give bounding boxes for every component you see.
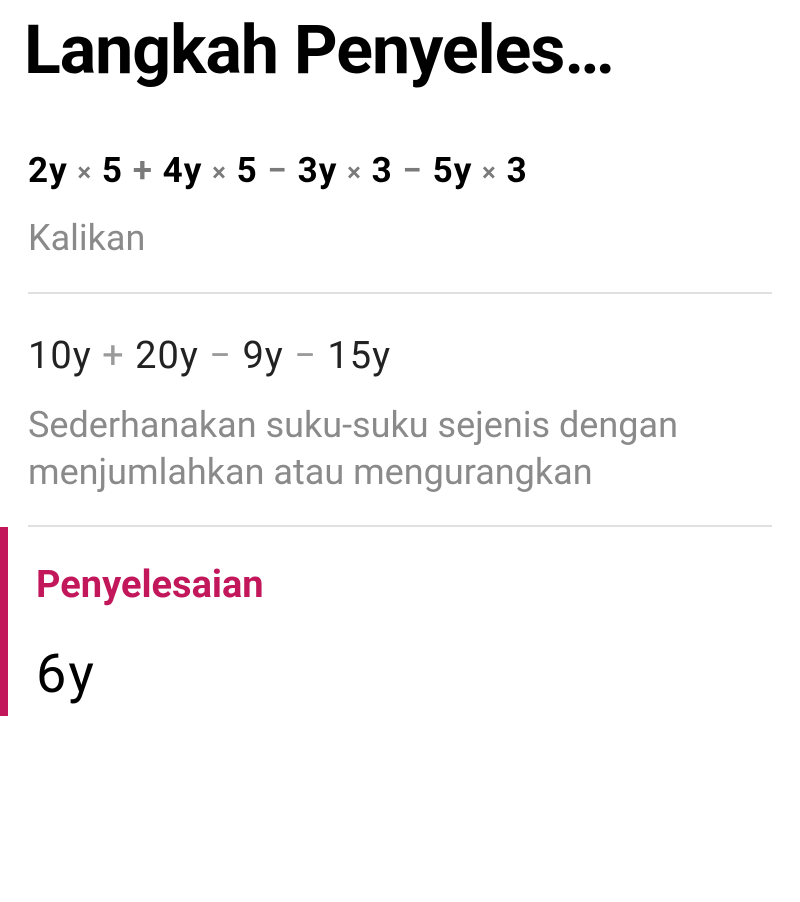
expr-term: 3y: [298, 150, 338, 191]
expr-num: 3: [507, 150, 528, 191]
page-title: Langkah Penyeles…: [0, 0, 800, 110]
minus-op: −: [294, 334, 317, 378]
step-2-block: 10y + 20y − 9y − 15y Sederhanakan suku-s…: [0, 294, 800, 526]
expr-num: 5: [102, 150, 123, 191]
times-icon: ×: [482, 158, 497, 188]
expr-term: 9y: [242, 334, 283, 378]
expr-num: 3: [372, 150, 393, 191]
plus-op: +: [102, 334, 125, 378]
times-icon: ×: [77, 158, 92, 188]
expr-term: 20y: [135, 334, 199, 378]
step-1-block: 2y × 5 + 4y × 5 − 3y × 3 − 5y × 3 Kalika…: [0, 110, 800, 292]
step-1-description: Kalikan: [28, 215, 772, 262]
step-2-expression: 10y + 20y − 9y − 15y: [28, 334, 772, 378]
expr-term: 4y: [163, 150, 203, 191]
solution-block: Penyelesaian 6y: [0, 527, 800, 716]
minus-op: −: [209, 334, 232, 378]
solution-answer: 6y: [36, 643, 772, 706]
times-icon: ×: [347, 158, 362, 188]
plus-op: +: [133, 150, 153, 191]
times-icon: ×: [212, 158, 227, 188]
step-1-expression: 2y × 5 + 4y × 5 − 3y × 3 − 5y × 3: [28, 150, 772, 191]
expr-term: 5y: [433, 150, 473, 191]
expr-term: 2y: [28, 150, 68, 191]
expr-num: 5: [237, 150, 258, 191]
minus-op: −: [267, 150, 288, 191]
solution-heading: Penyelesaian: [36, 563, 772, 607]
expr-term: 10y: [28, 334, 92, 378]
minus-op: −: [402, 150, 423, 191]
expr-term: 15y: [327, 334, 391, 378]
step-2-description: Sederhanakan suku-suku sejenis dengan me…: [28, 402, 772, 496]
